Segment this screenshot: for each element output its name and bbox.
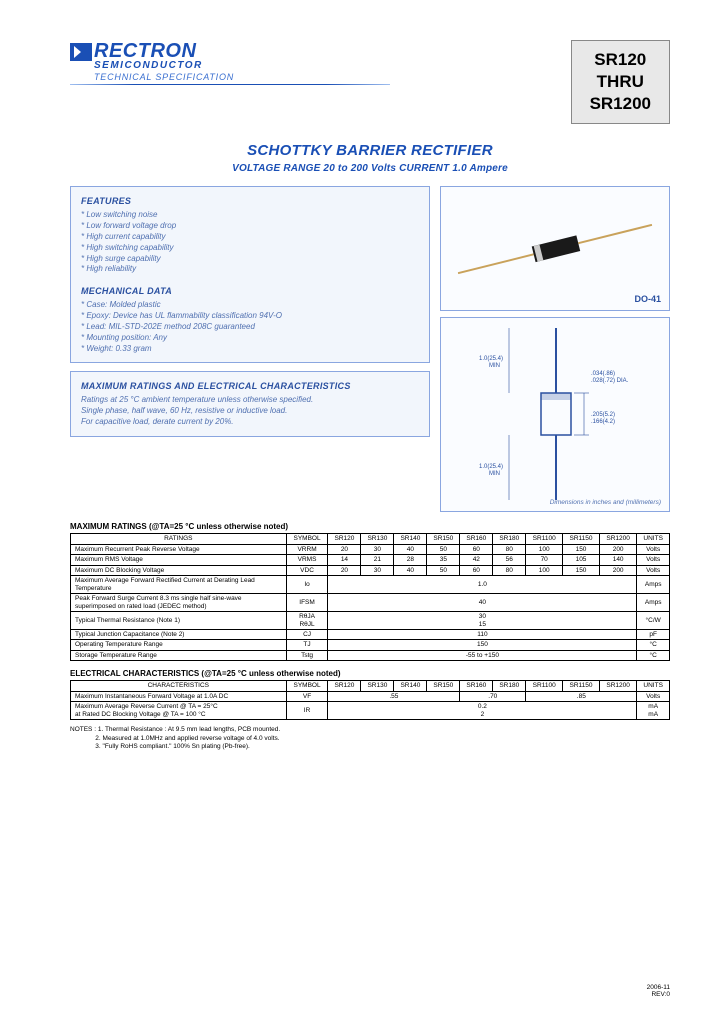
maxchar-heading: MAXIMUM RATINGS AND ELECTRICAL CHARACTER… xyxy=(81,380,419,392)
series-bot: SR1200 xyxy=(590,93,651,115)
tables-section: MAXIMUM RATINGS (@TA=25 °C unless otherw… xyxy=(70,522,670,751)
svg-text:.028(.72) DIA.: .028(.72) DIA. xyxy=(591,378,629,384)
feature-item: High reliability xyxy=(81,264,419,275)
maxchar-line: Ratings at 25 °C ambient temperature unl… xyxy=(81,395,419,406)
features-box: FEATURES Low switching noise Low forward… xyxy=(70,186,430,363)
header-rule xyxy=(70,84,390,85)
ratings-table: RATINGSSYMBOLSR120SR130SR140SR150SR160SR… xyxy=(70,533,670,661)
header-row: RECTRON SEMICONDUCTOR TECHNICAL SPECIFIC… xyxy=(70,40,670,124)
maxchar-line: For capacitive load, derate current by 2… xyxy=(81,417,419,428)
package-image: DO-41 xyxy=(440,186,670,311)
note-line: 3. "Fully RoHS compliant." 100% Sn plati… xyxy=(95,743,250,750)
notes-block: NOTES : 1. Thermal Resistance : At 9.5 m… xyxy=(70,726,670,751)
svg-text:.034(.86): .034(.86) xyxy=(591,371,615,377)
note-line: 2. Measured at 1.0MHz and applied revers… xyxy=(95,735,279,742)
maxchar-line: Single phase, half wave, 60 Hz, resistiv… xyxy=(81,406,419,417)
mech-heading: MECHANICAL DATA xyxy=(81,285,419,297)
dimension-drawing: .205(5.2) .166(4.2) 1.0(25.4) MIN .034(.… xyxy=(440,317,670,512)
feature-item: Low forward voltage drop xyxy=(81,221,419,232)
footer-date: 2006-11 xyxy=(647,984,670,991)
footer: 2006-11 REV:0 xyxy=(647,984,670,998)
series-box: SR120 THRU SR1200 xyxy=(571,40,670,124)
footer-rev: REV:0 xyxy=(647,991,670,998)
right-column: DO-41 .205(5.2) .166(4.2) 1.0(25.4) MIN xyxy=(440,186,670,512)
elec-table: CHARACTERISTICSSYMBOLSR120SR130SR140SR15… xyxy=(70,680,670,720)
mech-item: Weight: 0.33 gram xyxy=(81,344,419,355)
elec-title: ELECTRICAL CHARACTERISTICS (@TA=25 °C un… xyxy=(70,669,670,678)
feature-item: High switching capability xyxy=(81,243,419,254)
mech-item: Mounting position: Any xyxy=(81,333,419,344)
title-block: SCHOTTKY BARRIER RECTIFIER VOLTAGE RANGE… xyxy=(70,142,670,174)
mech-item: Lead: MIL-STD-202E method 208C guarantee… xyxy=(81,322,419,333)
title-sub: VOLTAGE RANGE 20 to 200 Volts CURRENT 1.… xyxy=(70,163,670,174)
feature-item: Low switching noise xyxy=(81,210,419,221)
logo-block: RECTRON SEMICONDUCTOR TECHNICAL SPECIFIC… xyxy=(70,40,390,85)
svg-text:1.0(25.4): 1.0(25.4) xyxy=(479,356,503,362)
dimension-note: Dimensions in inches and (millimeters) xyxy=(550,499,661,506)
feature-item: High current capability xyxy=(81,232,419,243)
svg-text:MIN: MIN xyxy=(489,363,500,369)
svg-text:.205(5.2): .205(5.2) xyxy=(591,412,615,418)
svg-text:MIN: MIN xyxy=(489,471,500,477)
title-main: SCHOTTKY BARRIER RECTIFIER xyxy=(70,142,670,159)
notes-prefix: NOTES : xyxy=(70,726,96,733)
logo-spec: TECHNICAL SPECIFICATION xyxy=(94,72,390,82)
note-line: 1. Thermal Resistance : At 9.5 mm lead l… xyxy=(98,726,280,733)
svg-text:.166(4.2): .166(4.2) xyxy=(591,419,615,425)
mech-item: Epoxy: Device has UL flammability classi… xyxy=(81,311,419,322)
feature-item: High surge capability xyxy=(81,254,419,265)
package-label: DO-41 xyxy=(634,294,661,304)
mech-item: Case: Molded plastic xyxy=(81,300,419,311)
features-list: Low switching noise Low forward voltage … xyxy=(81,210,419,275)
mech-list: Case: Molded plastic Epoxy: Device has U… xyxy=(81,300,419,354)
ratings-title: MAXIMUM RATINGS (@TA=25 °C unless otherw… xyxy=(70,522,670,531)
dimension-icon: .205(5.2) .166(4.2) 1.0(25.4) MIN .034(.… xyxy=(441,318,671,513)
diode-icon xyxy=(454,210,655,287)
series-mid: THRU xyxy=(590,71,651,93)
logo-sub: SEMICONDUCTOR xyxy=(94,60,390,71)
left-column: FEATURES Low switching noise Low forward… xyxy=(70,186,430,512)
content-row: FEATURES Low switching noise Low forward… xyxy=(70,186,670,512)
series-top: SR120 xyxy=(590,49,651,71)
logo-icon xyxy=(70,43,92,61)
features-heading: FEATURES xyxy=(81,195,419,207)
maxchar-box: MAXIMUM RATINGS AND ELECTRICAL CHARACTER… xyxy=(70,371,430,437)
svg-text:1.0(25.4): 1.0(25.4) xyxy=(479,464,503,470)
